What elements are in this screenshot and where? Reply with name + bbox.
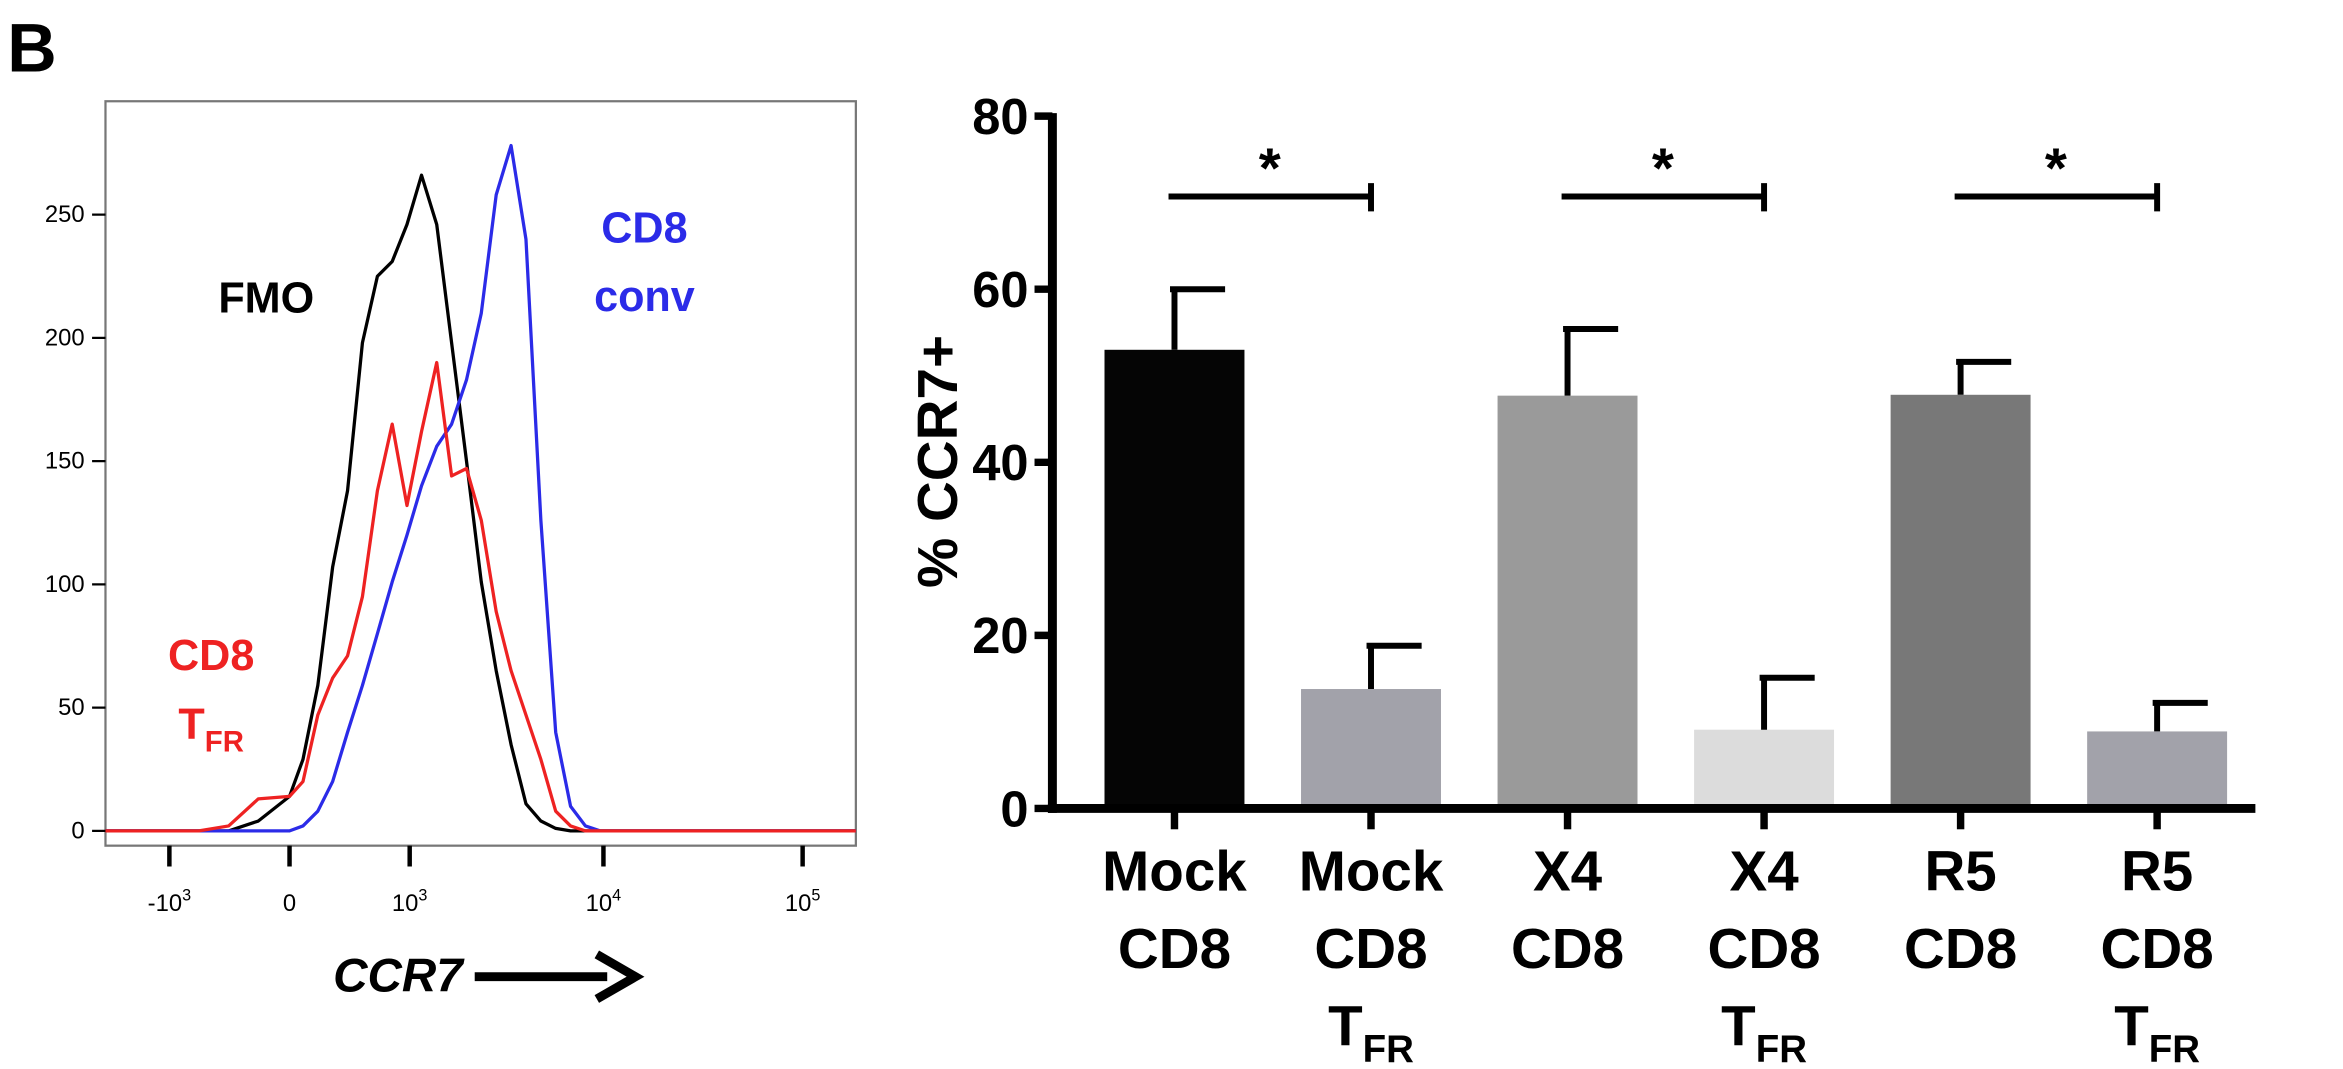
error-bar bbox=[1563, 326, 1619, 396]
error-bar bbox=[1366, 642, 1422, 690]
y-tick-label: 50 bbox=[58, 694, 85, 721]
y-tick-label: 200 bbox=[45, 324, 85, 351]
text-main: T bbox=[2114, 994, 2149, 1057]
significance-label: * bbox=[1652, 137, 1674, 200]
significance-label: * bbox=[2045, 137, 2067, 200]
x-tick-label: R5 bbox=[1924, 839, 1996, 902]
text-main: T bbox=[1721, 994, 1756, 1057]
error-bar bbox=[1956, 358, 2012, 395]
superscript: 4 bbox=[612, 886, 621, 904]
y-tick-label: 60 bbox=[972, 261, 1028, 318]
x-tick-label: X4 bbox=[1729, 839, 1799, 902]
text-main: T bbox=[1328, 994, 1363, 1057]
significance-label: * bbox=[1259, 137, 1281, 200]
error-bar bbox=[2152, 699, 2208, 732]
bar bbox=[1104, 349, 1245, 809]
text-main: 10 bbox=[392, 890, 419, 917]
superscript: 5 bbox=[811, 886, 820, 904]
y-tick-label: 150 bbox=[45, 448, 85, 475]
significance-bracket bbox=[1561, 183, 1768, 212]
y-tick-label: 80 bbox=[972, 88, 1028, 145]
x-tick-label: CD8 bbox=[1314, 917, 1427, 980]
histogram-line bbox=[105, 173, 856, 833]
x-tick-label: CD8 bbox=[1118, 917, 1231, 980]
bar bbox=[1301, 689, 1441, 809]
series-label: conv bbox=[594, 273, 695, 321]
histogram-line bbox=[105, 143, 856, 833]
error-bar bbox=[1170, 286, 1226, 350]
text-main: 10 bbox=[785, 890, 812, 917]
bar bbox=[1890, 394, 2031, 809]
subscript: FR bbox=[1756, 1028, 1807, 1069]
y-tick-label: 250 bbox=[45, 201, 85, 228]
x-tick-label: CD8 bbox=[2101, 917, 2214, 980]
subscript: FR bbox=[205, 725, 244, 758]
subscript: FR bbox=[2149, 1028, 2200, 1069]
x-tick-label: 103 bbox=[392, 886, 428, 917]
x-tick-label: CD8 bbox=[1904, 917, 2017, 980]
bar bbox=[2087, 731, 2228, 809]
text-main: T bbox=[178, 700, 204, 748]
x-tick-label: TFR bbox=[1721, 994, 1807, 1069]
x-tick-label: Mock bbox=[1102, 839, 1247, 902]
x-tick-label: 105 bbox=[785, 886, 821, 917]
panel-label: B bbox=[7, 9, 56, 86]
x-tick-label: -103 bbox=[148, 886, 191, 917]
bar bbox=[1497, 395, 1638, 809]
plot-frame bbox=[104, 100, 857, 847]
significance-bracket bbox=[1954, 183, 2161, 212]
series-label: FMO bbox=[218, 275, 314, 323]
x-tick-label: CD8 bbox=[1707, 917, 1820, 980]
bar bbox=[1694, 729, 1835, 809]
error-bar bbox=[1759, 674, 1815, 730]
significance-bracket bbox=[1168, 183, 1374, 212]
superscript: 3 bbox=[182, 886, 191, 904]
x-tick-label: 104 bbox=[586, 886, 622, 917]
text-main: 10 bbox=[586, 890, 613, 917]
text-main: -10 bbox=[148, 890, 182, 917]
x-tick-label: TFR bbox=[1328, 994, 1414, 1069]
y-tick-label: 20 bbox=[972, 607, 1028, 664]
y-axis-label: % CCR7+ bbox=[906, 335, 969, 588]
histogram-line bbox=[105, 360, 856, 833]
series-label: CD8 bbox=[168, 632, 254, 680]
x-tick-label: X4 bbox=[1533, 839, 1603, 902]
y-tick-label: 40 bbox=[972, 434, 1028, 491]
series-label: CD8 bbox=[601, 205, 687, 253]
y-tick-label: 100 bbox=[45, 571, 85, 598]
x-axis-label: CCR7 bbox=[333, 950, 465, 1003]
subscript: FR bbox=[1363, 1028, 1414, 1069]
arrow-head bbox=[594, 950, 645, 1003]
y-tick-label: 0 bbox=[71, 817, 84, 844]
x-tick-label: 0 bbox=[283, 890, 296, 917]
x-tick-label: Mock bbox=[1299, 839, 1444, 902]
series-label: TFR bbox=[178, 700, 244, 758]
superscript: 3 bbox=[418, 886, 427, 904]
x-tick-label: TFR bbox=[2114, 994, 2200, 1069]
y-tick-label: 0 bbox=[1000, 780, 1028, 837]
x-tick-label: CD8 bbox=[1511, 917, 1624, 980]
x-tick-label: R5 bbox=[2121, 839, 2193, 902]
